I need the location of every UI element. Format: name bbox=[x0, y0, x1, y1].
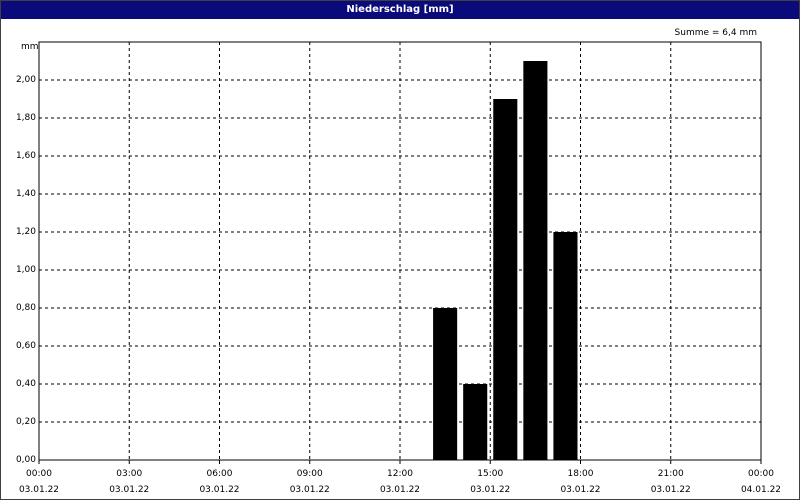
bar bbox=[493, 99, 518, 460]
x-tick-label: 00:00 04.01.22 bbox=[740, 469, 782, 495]
x-tick-label: 03:00 03.01.22 bbox=[109, 469, 150, 495]
x-tick-label: 00:00 03.01.22 bbox=[18, 469, 60, 495]
x-tick-label: 09:00 03.01.22 bbox=[289, 469, 330, 495]
chart-title: Niederschlag [mm] bbox=[1, 1, 799, 19]
x-tick-label: 21:00 03.01.22 bbox=[650, 469, 691, 495]
y-tick-label: 0,20 bbox=[15, 417, 36, 427]
y-tick-label: 1,60 bbox=[15, 151, 36, 161]
x-tick-label: 12:00 03.01.22 bbox=[379, 469, 421, 495]
bar bbox=[523, 61, 548, 460]
x-tick-label: 18:00 03.01.22 bbox=[560, 469, 601, 495]
y-tick-label: 0,40 bbox=[15, 379, 36, 389]
y-axis-label: mm bbox=[21, 42, 39, 52]
x-tick-label: 06:00 03.01.22 bbox=[199, 469, 240, 495]
y-tick-label: 1,80 bbox=[15, 113, 36, 123]
x-tick-label: 15:00 03.01.22 bbox=[470, 469, 511, 495]
annotation: Summe = 6,4 mm bbox=[674, 28, 757, 38]
y-tick-label: 0,80 bbox=[15, 303, 36, 313]
y-tick-label: 2,00 bbox=[15, 75, 36, 85]
bar bbox=[463, 384, 488, 460]
bar bbox=[553, 232, 578, 460]
y-tick-label: 1,00 bbox=[15, 265, 36, 275]
bar bbox=[433, 308, 458, 460]
y-tick-label: 1,20 bbox=[15, 227, 36, 237]
y-tick-label: 1,40 bbox=[15, 189, 36, 199]
y-tick-label: 0,00 bbox=[15, 455, 36, 465]
y-tick-label: 0,60 bbox=[15, 341, 36, 351]
